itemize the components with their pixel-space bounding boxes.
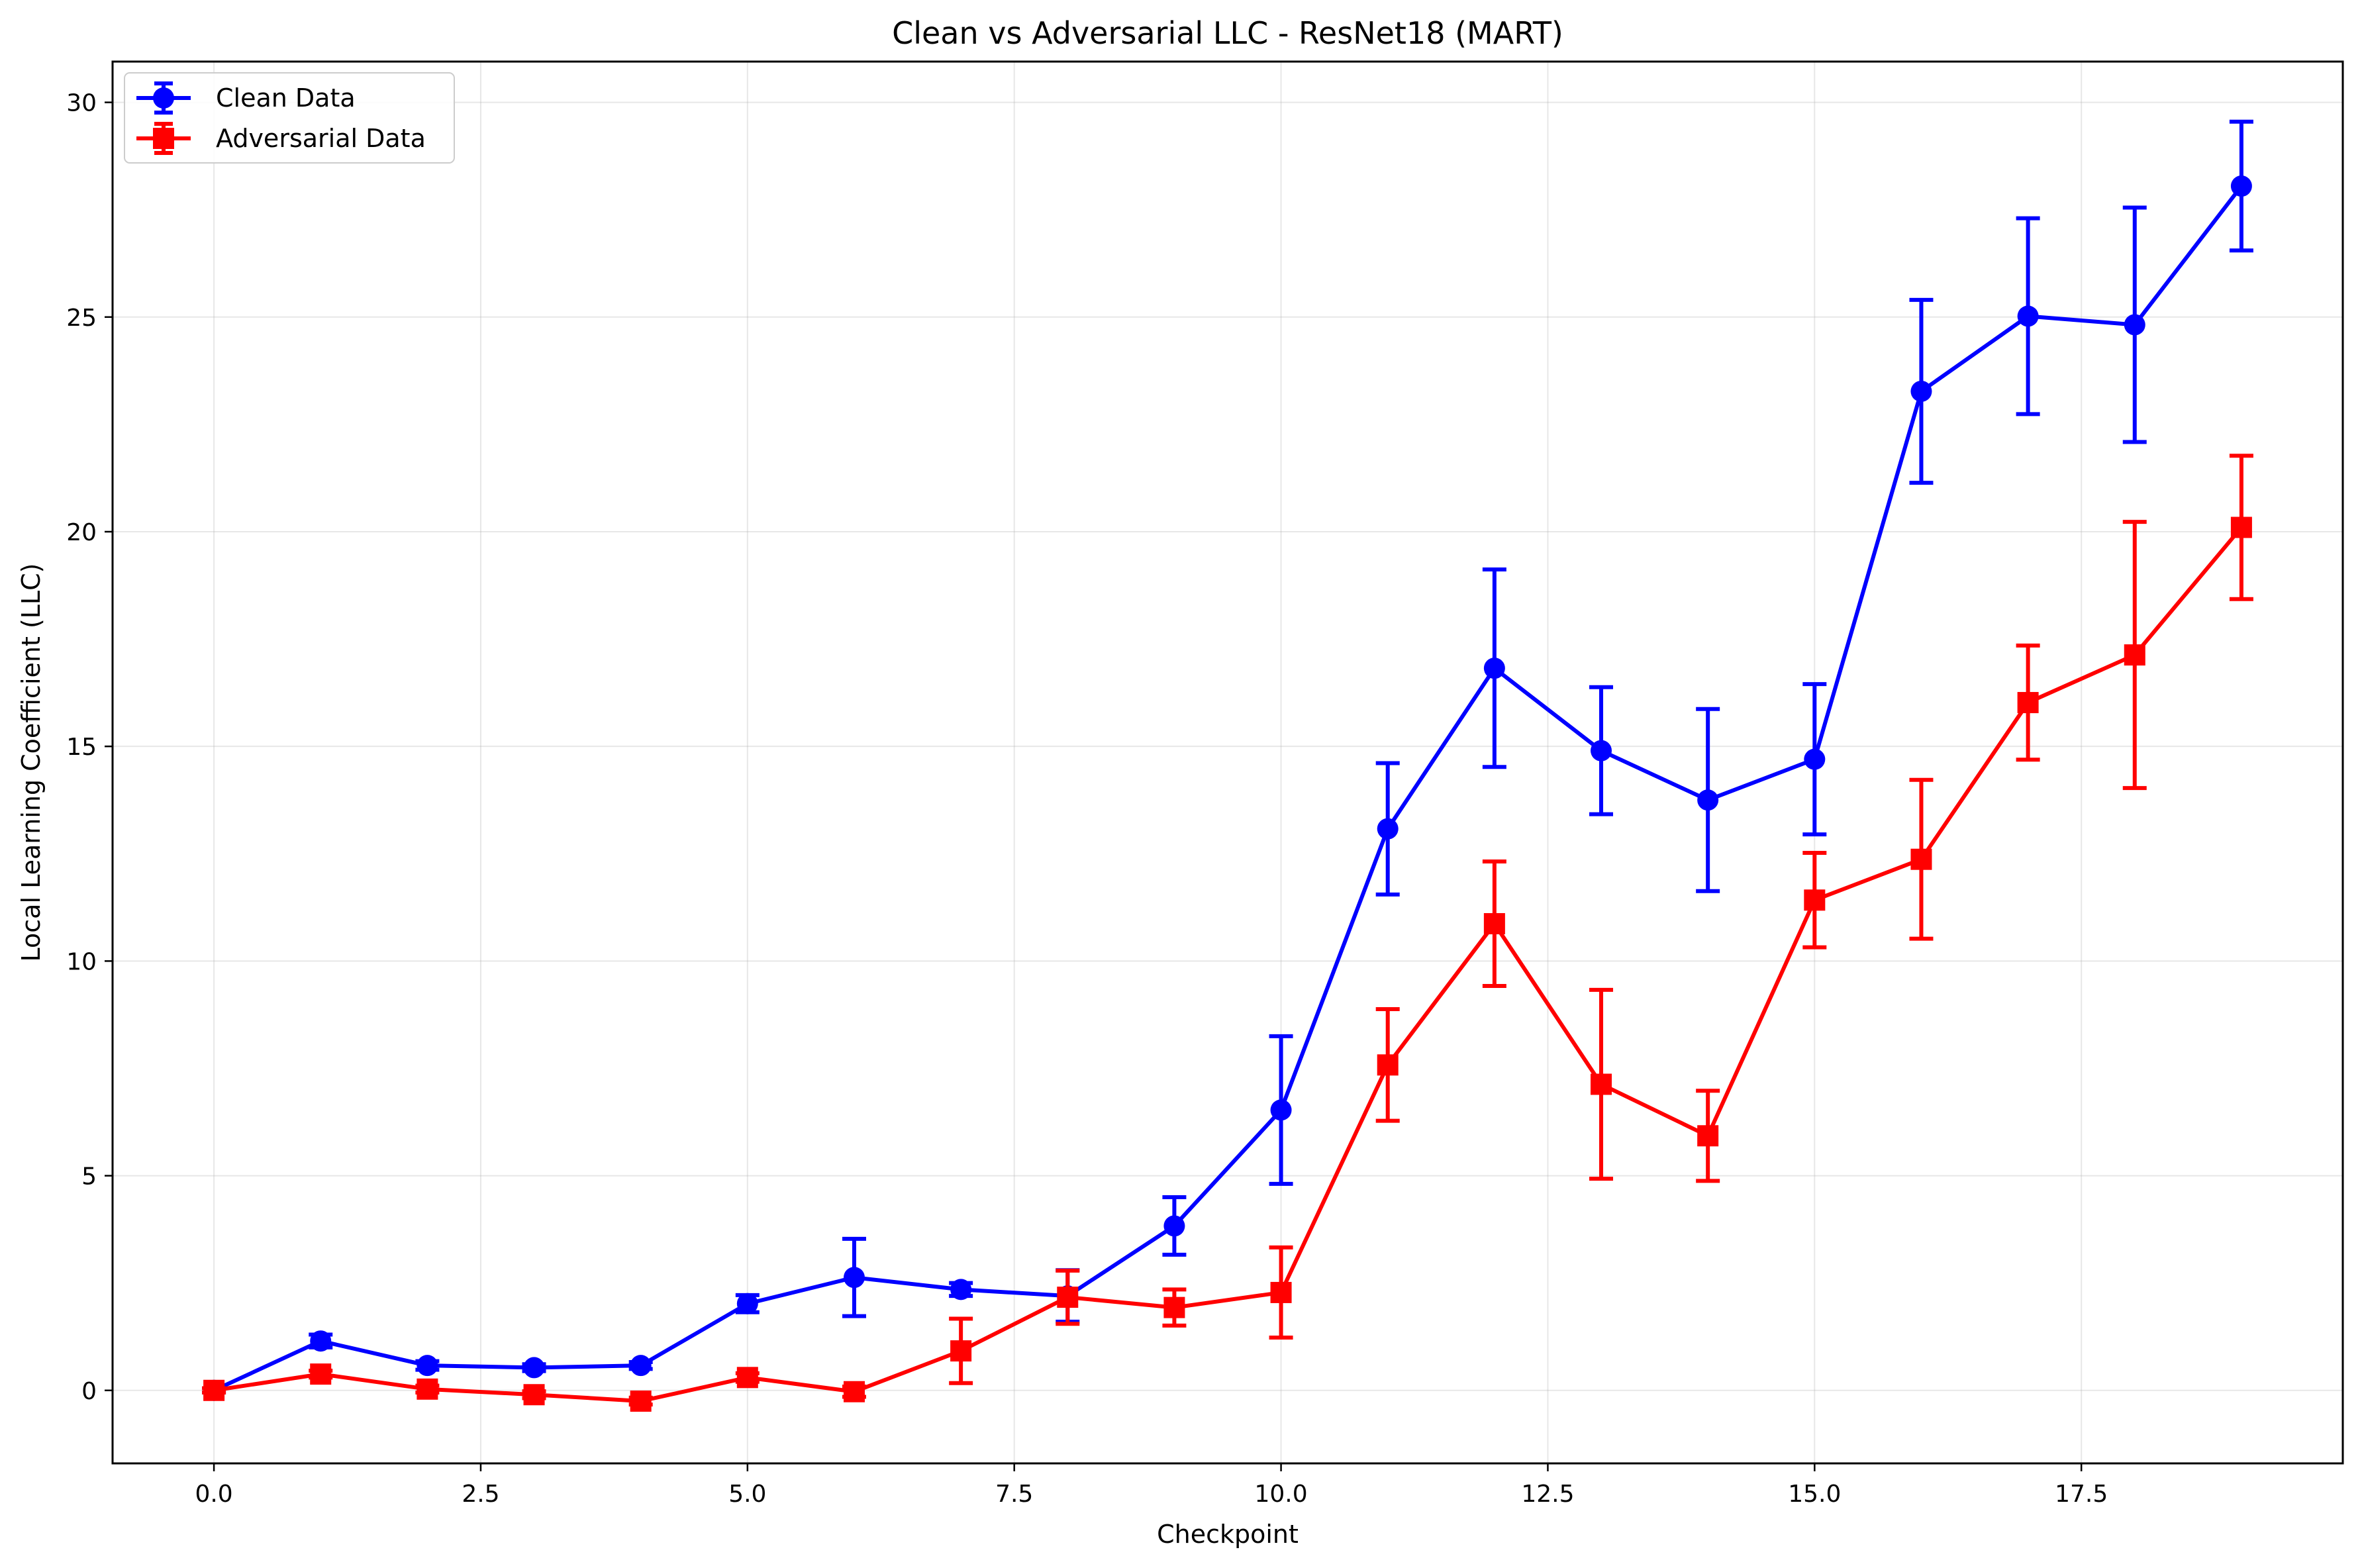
y-tick-label: 5 bbox=[81, 1163, 97, 1191]
data-point bbox=[1910, 380, 1932, 402]
data-point bbox=[2017, 692, 2039, 714]
y-tick-label: 20 bbox=[66, 519, 97, 546]
data-point bbox=[950, 1340, 972, 1362]
legend-item-adversarial: Adversarial Data bbox=[136, 122, 426, 155]
x-tick-label: 5.0 bbox=[728, 1481, 766, 1508]
data-point bbox=[417, 1355, 438, 1377]
data-point bbox=[736, 1367, 758, 1389]
data-point bbox=[1270, 1099, 1292, 1121]
data-point bbox=[1591, 740, 1612, 761]
data-point bbox=[2230, 516, 2252, 538]
data-point bbox=[1483, 912, 1505, 934]
data-point bbox=[843, 1267, 865, 1289]
y-tick-label: 0 bbox=[81, 1378, 97, 1405]
data-point bbox=[310, 1363, 332, 1385]
data-point bbox=[843, 1381, 865, 1402]
legend-label: Clean Data bbox=[216, 83, 356, 113]
data-point bbox=[950, 1279, 972, 1300]
data-point bbox=[2124, 644, 2145, 666]
x-tick-label: 7.5 bbox=[995, 1481, 1033, 1508]
data-point bbox=[523, 1357, 545, 1379]
series-layer bbox=[202, 119, 2253, 1412]
legend-marker bbox=[153, 87, 174, 109]
data-point bbox=[203, 1379, 225, 1401]
x-tick-label: 12.5 bbox=[1521, 1481, 1574, 1508]
x-tick-label: 17.5 bbox=[2055, 1481, 2108, 1508]
series-adversarial bbox=[202, 454, 2253, 1412]
data-point bbox=[523, 1384, 545, 1406]
x-tick-label: 10.0 bbox=[1254, 1481, 1307, 1508]
data-point bbox=[1591, 1073, 1612, 1095]
legend: Clean Data Adversarial Data bbox=[124, 72, 455, 164]
data-point bbox=[1910, 848, 1932, 870]
data-point bbox=[1804, 748, 1826, 770]
data-point bbox=[1057, 1287, 1079, 1308]
x-tick-label: 15.0 bbox=[1788, 1481, 1841, 1508]
data-point bbox=[1697, 789, 1719, 811]
plot-frame bbox=[111, 60, 2344, 1465]
tick-layer: 0.0 2.5 5.0 7.5 10.0 12.5 15.0 17.5 0 5 10 15 20 25 30 bbox=[66, 90, 2108, 1508]
data-point bbox=[630, 1390, 652, 1412]
data-point bbox=[310, 1330, 332, 1352]
legend-item-clean: Clean Data bbox=[136, 81, 356, 115]
y-tick-label: 10 bbox=[66, 948, 97, 975]
data-point bbox=[1697, 1125, 1719, 1147]
data-point bbox=[2124, 314, 2145, 336]
x-tick-label: 2.5 bbox=[462, 1481, 499, 1508]
legend-label: Adversarial Data bbox=[216, 124, 426, 153]
x-axis-label: Checkpoint bbox=[1157, 1520, 1299, 1549]
y-tick-label: 25 bbox=[66, 305, 97, 332]
grid-layer bbox=[113, 62, 2343, 1463]
series-clean bbox=[202, 119, 2253, 1401]
data-point bbox=[1377, 818, 1399, 840]
data-point bbox=[1270, 1281, 1292, 1303]
data-point bbox=[1377, 1054, 1399, 1076]
series-line bbox=[213, 526, 2243, 1403]
data-point bbox=[1163, 1215, 1185, 1237]
data-point bbox=[736, 1293, 758, 1314]
y-axis-label: Local Learning Coefficient (LLC) bbox=[17, 564, 46, 962]
data-point bbox=[1804, 889, 1826, 911]
data-point bbox=[417, 1378, 438, 1400]
legend-marker bbox=[153, 128, 174, 149]
y-tick-label: 15 bbox=[66, 734, 97, 761]
y-tick-label: 30 bbox=[66, 90, 97, 117]
chart-title: Clean vs Adversarial LLC - ResNet18 (MAR… bbox=[892, 15, 1563, 51]
legend-box bbox=[124, 72, 455, 164]
data-point bbox=[1483, 658, 1505, 679]
series-line bbox=[213, 185, 2243, 1393]
x-tick-label: 0.0 bbox=[195, 1481, 232, 1508]
data-point bbox=[1163, 1297, 1185, 1318]
data-point bbox=[630, 1355, 652, 1377]
data-point bbox=[2017, 305, 2039, 327]
data-point bbox=[2230, 175, 2252, 197]
